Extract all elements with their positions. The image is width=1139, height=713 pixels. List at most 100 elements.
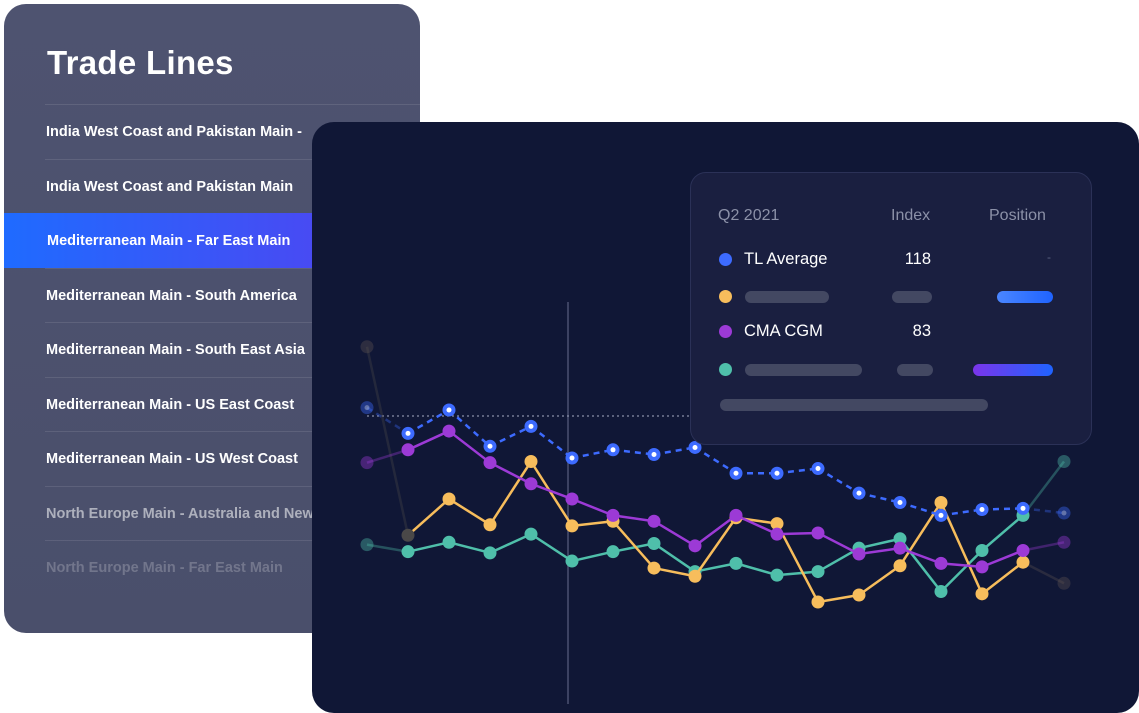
list-item[interactable]: Mediterranean Main - South America <box>45 267 420 323</box>
tooltip-row-placeholder <box>691 287 1091 307</box>
series-2-point[interactable] <box>360 340 374 354</box>
series-2-point[interactable] <box>483 518 497 532</box>
series-1-point[interactable] <box>606 508 620 522</box>
series-2-point[interactable] <box>1057 576 1071 590</box>
list-item[interactable]: Mediterranean Main - South East Asia <box>45 322 420 377</box>
series-2-point[interactable] <box>565 519 579 533</box>
series-1-point[interactable] <box>483 456 497 470</box>
series-1-point[interactable] <box>565 492 579 506</box>
series-1-segment <box>653 520 696 547</box>
series-0-segment <box>530 425 573 459</box>
series-1-segment <box>735 514 778 536</box>
series-1-point[interactable] <box>1057 535 1071 549</box>
series-0-point-center <box>856 490 862 496</box>
list-item[interactable]: North Europe Main - Australia and New <box>45 485 420 541</box>
series-1-segment <box>940 562 983 569</box>
series-2-segment <box>448 497 491 526</box>
series-0-point-center <box>1061 510 1067 516</box>
series-2-point[interactable] <box>442 492 456 506</box>
tooltip-position-header: Position <box>989 207 1046 224</box>
series-3-point[interactable] <box>442 535 456 549</box>
list-item-label: Mediterranean Main - US East Coast <box>46 396 295 413</box>
series-0-segment <box>1022 507 1065 515</box>
tooltip-row-cma-cgm: CMA CGM 83 <box>691 322 1091 342</box>
series-3-point[interactable] <box>483 546 497 560</box>
series-1-point[interactable] <box>729 508 743 522</box>
series-0-point-center <box>897 499 903 505</box>
series-3-point[interactable] <box>1057 455 1071 469</box>
series-3-point[interactable] <box>729 556 743 570</box>
series-3-point[interactable] <box>770 568 784 582</box>
series-3-point[interactable] <box>647 536 661 550</box>
series-dot-icon <box>719 363 732 376</box>
series-1-segment <box>366 448 409 464</box>
series-2-segment <box>858 564 901 597</box>
series-2-point[interactable] <box>770 517 784 531</box>
list-item[interactable]: Mediterranean Main - US East Coast <box>45 376 420 432</box>
series-2-segment <box>939 501 984 595</box>
series-2-point[interactable] <box>934 495 948 509</box>
series-2-point[interactable] <box>975 587 989 601</box>
series-3-point[interactable] <box>811 565 825 579</box>
series-3-point[interactable] <box>360 538 374 552</box>
list-item[interactable]: India West Coast and Pakistan Main <box>45 158 420 214</box>
series-2-point[interactable] <box>811 595 825 609</box>
series-0-point-center <box>405 430 411 436</box>
series-2-point[interactable] <box>401 528 415 542</box>
row-name: TL Average <box>744 250 828 268</box>
series-0-segment <box>407 408 450 435</box>
list-item-label: India West Coast and Pakistan Main - <box>46 124 302 140</box>
series-2-point[interactable] <box>688 569 702 583</box>
skeleton-footer <box>720 399 988 411</box>
series-2-point[interactable] <box>1016 555 1030 569</box>
series-1-point[interactable] <box>360 456 374 470</box>
list-item[interactable]: North Europe Main - Far East Main <box>45 540 420 595</box>
list-item[interactable]: Mediterranean Main - US West Coast <box>45 431 420 486</box>
chart-panel: Q2 2021 Index Position TL Average 118 - … <box>312 122 1139 713</box>
series-3-point[interactable] <box>975 544 989 558</box>
series-1-point[interactable] <box>770 527 784 541</box>
series-1-point[interactable] <box>647 514 661 528</box>
series-1-point[interactable] <box>442 424 456 438</box>
series-1-point[interactable] <box>524 477 538 491</box>
series-3-segment <box>448 541 491 555</box>
list-item[interactable]: India West Coast and Pakistan Main - <box>45 104 420 159</box>
series-1-point[interactable] <box>1016 544 1030 558</box>
series-1-segment <box>899 546 942 565</box>
series-1-segment <box>530 482 573 501</box>
list-item-label: Mediterranean Main - Far East Main <box>47 233 291 249</box>
series-1-point[interactable] <box>688 539 702 553</box>
series-3-point[interactable] <box>401 545 415 559</box>
series-0-point-center <box>364 405 370 411</box>
tooltip-period: Q2 2021 <box>718 207 780 224</box>
series-2-point[interactable] <box>852 588 866 602</box>
series-2-point[interactable] <box>893 559 907 573</box>
tooltip-index-header: Index <box>891 207 931 224</box>
series-1-point[interactable] <box>401 443 415 457</box>
series-3-point[interactable] <box>893 532 907 546</box>
series-3-point[interactable] <box>524 527 538 541</box>
series-dot-icon <box>719 325 732 338</box>
series-1-point[interactable] <box>811 526 825 540</box>
series-3-segment <box>735 562 778 577</box>
series-1-point[interactable] <box>975 560 989 574</box>
series-1-point[interactable] <box>893 541 907 555</box>
position-bar <box>973 364 1053 376</box>
row-index: 83 <box>912 322 931 340</box>
series-3-segment <box>366 543 409 553</box>
series-3-point[interactable] <box>565 554 579 568</box>
series-0-point[interactable] <box>1057 506 1071 520</box>
series-2-point[interactable] <box>647 561 661 575</box>
series-3-segment <box>694 562 737 573</box>
position-bar <box>997 291 1053 303</box>
series-1-point[interactable] <box>852 547 866 561</box>
series-1-segment <box>489 461 532 485</box>
series-0-segment <box>366 406 409 435</box>
series-3-point[interactable] <box>606 545 620 559</box>
tooltip-row-tl-average: TL Average 118 - <box>691 250 1091 270</box>
series-2-point[interactable] <box>524 455 538 469</box>
series-3-point[interactable] <box>934 584 948 598</box>
series-3-segment <box>899 538 942 593</box>
series-0-point[interactable] <box>360 401 374 415</box>
series-1-point[interactable] <box>934 556 948 570</box>
